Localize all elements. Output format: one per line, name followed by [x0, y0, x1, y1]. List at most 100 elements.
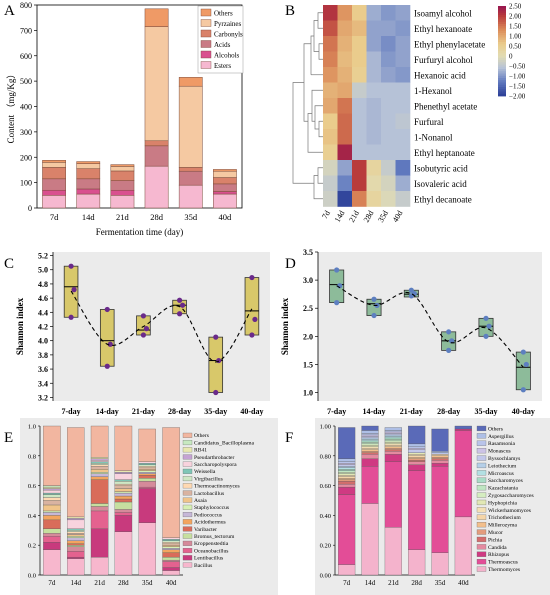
- colorbar-segment: [498, 12, 506, 16]
- panel-e-bar: [162, 561, 180, 568]
- panel-e-legend-swatch: [182, 461, 193, 467]
- panel-c-point: [249, 332, 255, 338]
- panel-e-bar: [67, 537, 85, 541]
- colorbar-tick-label: −1.50: [509, 83, 526, 91]
- heatmap-col-label: 28d: [362, 209, 376, 224]
- panel-c-xtick-label: 14-day: [96, 407, 119, 416]
- panel-f-bar: [408, 470, 426, 550]
- panel-e-legend-label: Acidothermus: [194, 520, 226, 526]
- panel-a-bar: [76, 163, 101, 169]
- panel-e-bar: [162, 552, 180, 558]
- heatmap-cell: [337, 82, 353, 99]
- panel-c-point: [104, 363, 110, 369]
- heatmap-cell: [395, 82, 411, 99]
- panel-f-bar: [384, 449, 402, 452]
- panel-f-bar: [338, 473, 356, 476]
- heatmap-cell: [352, 113, 367, 130]
- colorbar-tick-label: 2.50: [509, 3, 522, 11]
- panel-f-legend-label: Rhizopus: [488, 552, 509, 558]
- panel-e-xtick-label: 14d: [71, 579, 82, 587]
- panel-e-bar: [43, 494, 61, 498]
- panel-e-bar: [43, 533, 61, 537]
- panel-c-ytick-label: 4.0: [38, 337, 48, 346]
- panel-f-bar: [384, 446, 402, 449]
- panel-c-ytick-label: 3.4: [38, 379, 48, 388]
- panel-a-bar: [76, 168, 101, 180]
- panel-d-ytick-label: 1.5: [303, 360, 313, 369]
- panel-f-legend-swatch: [476, 544, 487, 550]
- panel-e-bar: [114, 473, 133, 480]
- panel-e-bar: [67, 543, 85, 546]
- colorbar-segment: [498, 66, 506, 70]
- heatmap-cell: [366, 67, 382, 83]
- panel-e-bar: [162, 427, 180, 538]
- panel-a-bar: [178, 167, 203, 172]
- panel-a-bar: [213, 193, 237, 209]
- colorbar-segment: [498, 75, 506, 79]
- dendrogram-branch: [317, 12, 323, 29]
- heatmap-cell: [352, 98, 367, 114]
- colorbar-segment: [498, 60, 506, 63]
- heatmap-row-label: Ethyl heptanoate: [414, 148, 475, 158]
- heatmap-cell: [381, 191, 396, 207]
- panel-a-xtick-label: 14d: [82, 212, 96, 222]
- panel-e-bar: [43, 510, 61, 513]
- panel-e-legend-swatch: [182, 454, 193, 460]
- panel-c-box: [244, 277, 260, 336]
- panel-e-xtick-label: 35d: [142, 579, 153, 587]
- panel-e-bar: [114, 515, 133, 532]
- panel-a-bar: [213, 183, 237, 192]
- panel-e-bar: [114, 498, 133, 503]
- panel-e-bar: [67, 530, 85, 532]
- panel-f-bar: [431, 428, 449, 452]
- colorbar-tick-label: −2.00: [509, 93, 526, 101]
- heatmap-cell: [395, 144, 411, 161]
- colorbar-segment: [498, 30, 506, 34]
- panel-a-ytick-label: 0: [28, 204, 32, 213]
- panel-d-box: [515, 351, 531, 391]
- heatmap-row-label: Isovaleric acid: [414, 179, 467, 189]
- panel-f-ytick-label: 0.80: [320, 453, 331, 460]
- panel-c-point: [140, 313, 147, 319]
- colorbar-tick-label: −1.00: [509, 73, 526, 81]
- panel-f-bar: [431, 451, 449, 453]
- panel-e-bar: [162, 542, 180, 544]
- panel-f-ytick-label: 0.20: [320, 543, 331, 550]
- panel-f-bar: [338, 494, 356, 565]
- panel-d-point: [483, 333, 489, 339]
- colorbar-tick-label: 1.50: [509, 23, 522, 31]
- panel-a-legend-label: Alcohols: [214, 52, 240, 60]
- panel-e-bar: [43, 486, 61, 489]
- colorbar-segment: [498, 55, 506, 59]
- colorbar-segment: [498, 93, 506, 97]
- heatmap-cell: [395, 51, 411, 68]
- heatmap-cell: [366, 5, 382, 21]
- panel-e-bar: [162, 559, 180, 562]
- heatmap-cell: [395, 191, 411, 207]
- panel-e-bar: [90, 510, 109, 529]
- panel-f-bar: [338, 477, 356, 480]
- panel-f-legend-swatch: [476, 566, 487, 572]
- heatmap-col-label: 35d: [376, 209, 390, 224]
- heatmap-cell: [381, 175, 396, 192]
- panel-a-xtick-label: 40d: [219, 212, 233, 222]
- panel-f-bar: [384, 527, 402, 576]
- panel-a-bar: [144, 165, 169, 209]
- panel-c-xtick-label: 40-day: [240, 407, 263, 416]
- heatmap-cell: [366, 98, 382, 114]
- panel-e-legend-swatch: [182, 440, 193, 446]
- heatmap-col-label: 7d: [320, 209, 332, 220]
- colorbar-segment: [498, 71, 506, 74]
- panel-c-point: [213, 334, 219, 340]
- panel-a-bar: [42, 195, 66, 209]
- panel-f-bar: [361, 503, 379, 576]
- panel-f-legend-label: Saccharomyces: [488, 478, 523, 484]
- panel-e-legend-label: RB41: [194, 448, 207, 454]
- panel-a-bar: [76, 161, 101, 164]
- panel-e-bar: [114, 531, 133, 576]
- panel-f-legend-swatch: [476, 455, 487, 461]
- panel-e-bar: [138, 428, 156, 462]
- panel-f-bar: [454, 516, 472, 576]
- panel-f-legend-swatch: [476, 425, 487, 432]
- heatmap-cell: [352, 160, 367, 176]
